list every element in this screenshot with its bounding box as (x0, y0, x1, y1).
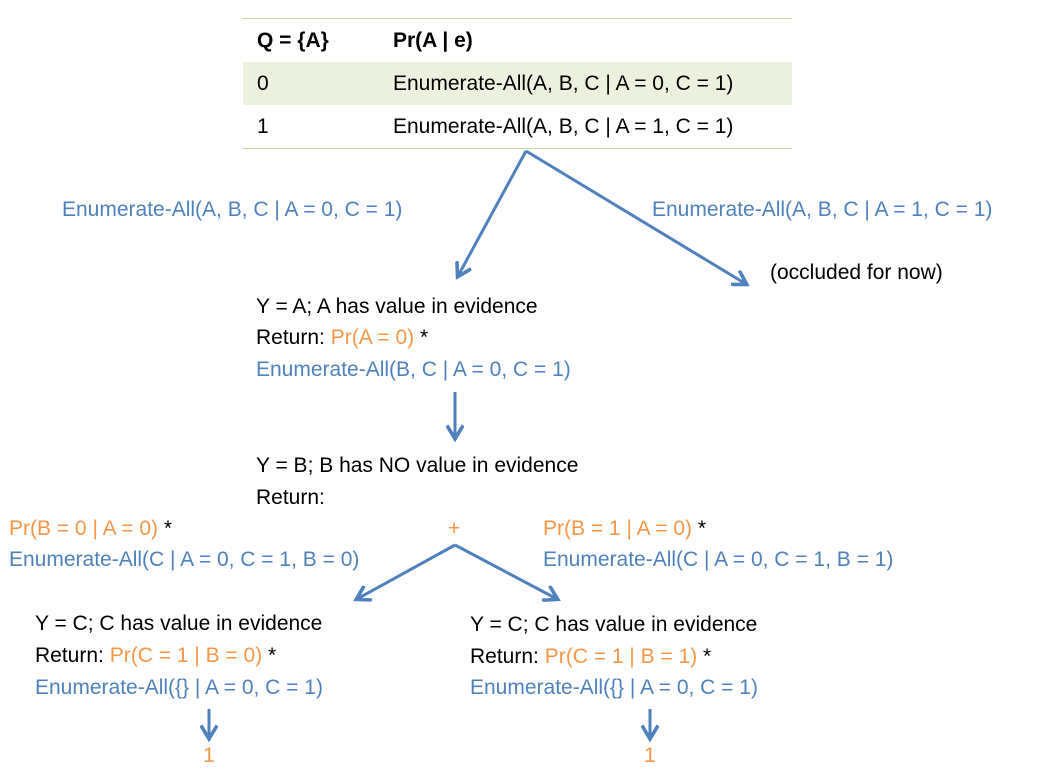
nodeB-plus: + (448, 517, 461, 540)
nodeC-left-return: Return: Pr(C = 1 | B = 0) * (35, 645, 276, 666)
nodeB-line1: Y = B; B has NO value in evidence (256, 454, 579, 477)
nodeB-right-prob: Pr(B = 1 | A = 0) (543, 517, 693, 540)
nodeC-left-times: * (262, 644, 277, 667)
table-row: 0 Enumerate-All(A, B, C | A = 0, C = 1) (243, 62, 792, 105)
nodeA-return-label: Return: (256, 326, 331, 349)
nodeB-return-label: Return: (256, 486, 325, 509)
result-right: 1 (644, 744, 656, 767)
nodeC-left-enum: Enumerate-All({} | A = 0, C = 1) (35, 676, 323, 699)
nodeA-prob: Pr(A = 0) (330, 326, 415, 349)
nodeA-enum: Enumerate-All(B, C | A = 0, C = 1) (256, 358, 571, 381)
nodeB-left-term: Pr(B = 0 | A = 0) * (9, 518, 172, 539)
nodeB-left-enum: Enumerate-All(C | A = 0, C = 1, B = 0) (9, 548, 360, 571)
nodeB-right-times: * (692, 517, 707, 540)
table-cell-expr: Enumerate-All(A, B, C | A = 0, C = 1) (379, 62, 792, 105)
table-header-query: Q = {A} (243, 18, 379, 62)
nodeC-right-return-label: Return: (470, 645, 545, 668)
nodeB-right-term: Pr(B = 1 | A = 0) * (543, 518, 706, 539)
arrow-to-nodeC-left (357, 543, 456, 599)
nodeB-left-times: * (158, 517, 173, 540)
branch-label-left: Enumerate-All(A, B, C | A = 0, C = 1) (62, 198, 403, 221)
table-cell-expr: Enumerate-All(A, B, C | A = 1, C = 1) (379, 105, 792, 149)
table-row: 1 Enumerate-All(A, B, C | A = 1, C = 1) (243, 105, 792, 149)
nodeA-return: Return: Pr(A = 0) * (256, 327, 428, 348)
nodeC-right-times: * (697, 645, 712, 668)
arrow-to-nodeA (458, 150, 528, 276)
nodeA-line1: Y = A; A has value in evidence (256, 295, 538, 318)
nodeC-right-return: Return: Pr(C = 1 | B = 1) * (470, 646, 711, 667)
arrow-to-occluded (525, 149, 746, 284)
arrow-to-nodeC-right (454, 543, 557, 599)
table-cell-value: 1 (243, 105, 379, 149)
nodeC-left-line1: Y = C; C has value in evidence (35, 612, 323, 635)
nodeB-right-enum: Enumerate-All(C | A = 0, C = 1, B = 1) (543, 548, 894, 571)
result-left: 1 (203, 744, 215, 767)
nodeC-left-return-label: Return: (35, 644, 110, 667)
branch-label-right: Enumerate-All(A, B, C | A = 1, C = 1) (652, 198, 993, 221)
table-header-prob: Pr(A | e) (379, 18, 792, 62)
nodeB-left-prob: Pr(B = 0 | A = 0) (9, 517, 159, 540)
nodeC-right-line1: Y = C; C has value in evidence (470, 613, 758, 636)
nodeC-left-prob: Pr(C = 1 | B = 0) (109, 644, 263, 667)
nodeC-right-prob: Pr(C = 1 | B = 1) (544, 645, 698, 668)
table-cell-value: 0 (243, 62, 379, 105)
occluded-note: (occluded for now) (770, 261, 943, 284)
nodeC-right-enum: Enumerate-All({} | A = 0, C = 1) (470, 676, 758, 699)
query-table: Q = {A} Pr(A | e) 0 Enumerate-All(A, B, … (243, 18, 792, 149)
nodeA-times: * (414, 326, 429, 349)
table-header-row: Q = {A} Pr(A | e) (243, 18, 792, 62)
